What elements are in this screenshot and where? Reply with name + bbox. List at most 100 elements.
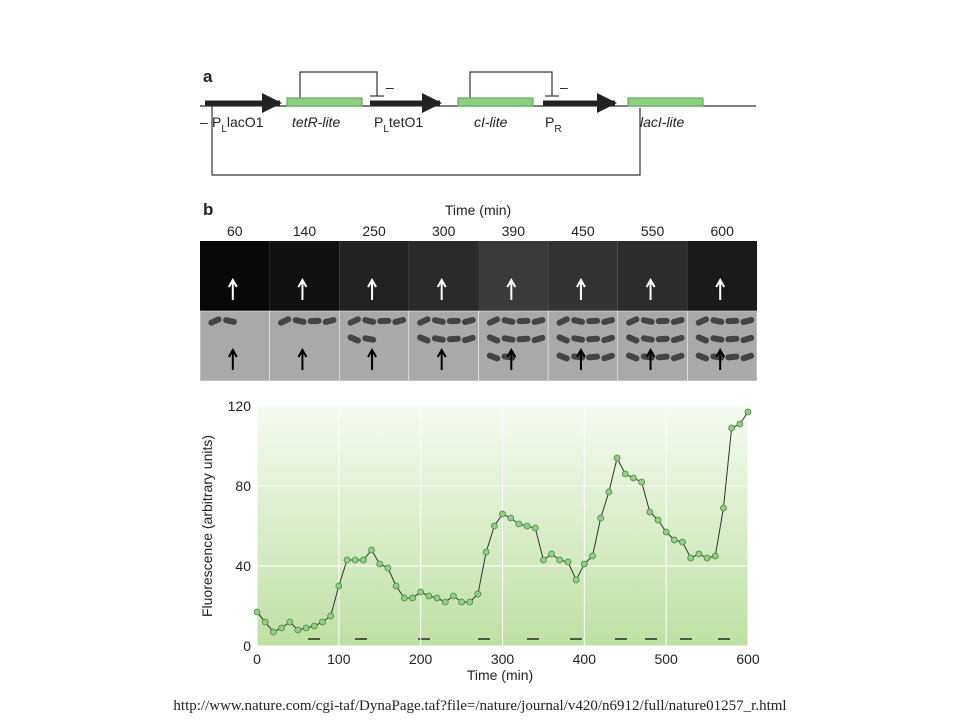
cell [670,334,685,344]
x-tick-label: 100 [327,651,351,667]
data-point [417,588,425,596]
fluorescence-image [617,241,688,311]
data-point [376,560,384,568]
data-point [458,598,465,606]
data-point [359,556,367,564]
promoter-main: P [545,114,554,130]
cell [362,335,377,343]
cell [486,316,501,326]
data-point [507,514,515,522]
data-point [580,560,588,568]
cell [461,317,476,325]
data-point [449,592,457,600]
cell [710,335,725,343]
cell [655,317,670,325]
cell [725,317,740,325]
x-tick-label: 600 [736,651,760,667]
cell [556,334,570,344]
y-tick-label: 0 [243,638,251,654]
cell [277,316,292,326]
cell [710,317,725,325]
fluorescence-image [269,241,340,311]
time-label: 60 [227,223,243,239]
time-label: 140 [293,223,317,239]
data-point [392,582,400,590]
data-point [736,420,744,428]
cell [531,317,546,325]
data-point [368,546,375,554]
fluorescence-image [339,241,409,311]
cell [725,335,740,343]
cell [322,317,337,325]
cell [655,335,670,343]
cell [571,317,586,325]
data-point [310,622,318,630]
y-axis-label: Fluorescence (arbitrary units) [199,435,215,617]
cell [307,317,322,325]
cell [486,334,501,344]
data-point [605,488,613,496]
data-point [261,618,269,626]
cell [392,317,407,325]
arrow [576,347,586,370]
panel-label: a [203,67,213,86]
time-label: 600 [711,223,735,239]
cell [347,316,361,326]
arrow [436,277,447,300]
cell [223,317,237,325]
arrow [645,277,656,300]
cell [347,334,361,344]
promoter-label: PLtetO1 [374,114,423,135]
cell [292,317,307,325]
arrow [436,347,447,370]
fluorescence-image [687,241,757,311]
cell [740,334,755,344]
time-title: Time (min) [445,202,511,218]
data-point [482,548,490,556]
x-tick-label: 500 [654,651,678,667]
cell [556,316,570,326]
data-point [531,524,539,532]
minus-sign: – [200,114,208,130]
data-point [490,522,498,530]
cell [501,317,516,325]
x-axis-label: Time (min) [467,667,533,683]
cell [626,352,640,362]
y-tick-label: 120 [228,398,252,414]
arrow [715,277,726,300]
promoter-main: P [212,114,221,130]
data-point [286,618,294,626]
arrow [506,277,517,300]
data-point [400,594,408,602]
cell [586,335,601,343]
arrow [227,277,238,300]
gene-label: lacI-lite [640,114,685,130]
x-tick-label: 0 [253,651,261,667]
time-label: 450 [571,223,595,239]
cell [486,352,501,362]
repression-sign: – [560,79,568,95]
data-point [679,538,686,546]
data-point [441,598,449,606]
cell [501,335,516,343]
data-point [720,504,727,512]
cell [670,352,685,362]
cell [516,317,531,325]
repression-sign: – [386,79,394,95]
cell [601,334,615,344]
cell [601,352,615,362]
data-point [515,520,523,528]
data-point [687,554,695,562]
data-point [278,624,285,632]
cell [417,316,431,326]
cell [446,335,461,343]
data-point [654,516,662,524]
data-point [294,626,302,634]
cell [655,353,670,361]
cell [516,335,531,343]
cell [417,334,431,344]
arrow [367,277,377,300]
data-point [269,628,277,636]
cell [431,335,446,343]
arrow [297,277,308,300]
